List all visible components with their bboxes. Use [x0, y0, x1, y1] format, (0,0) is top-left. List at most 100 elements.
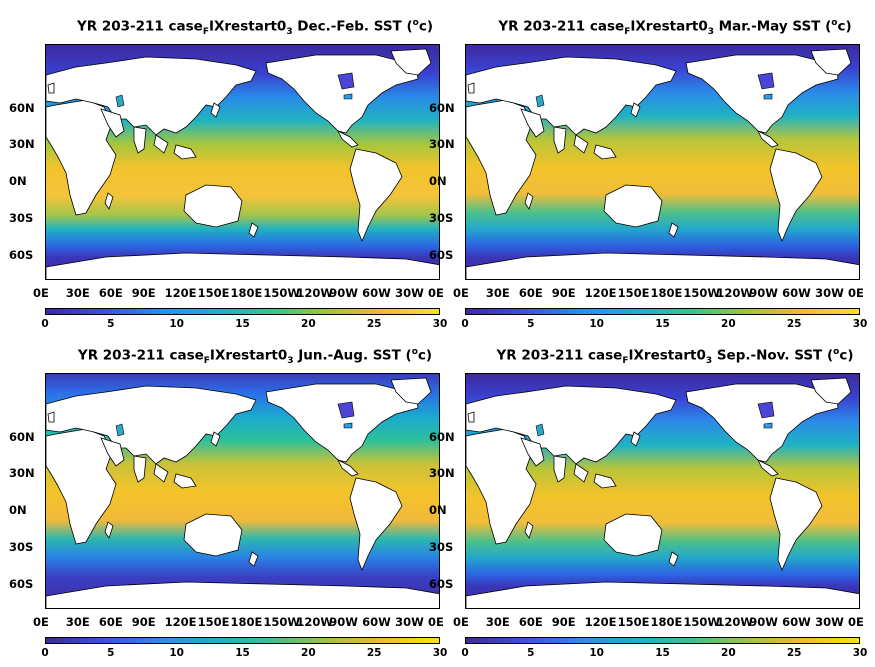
lon-label: 60W	[362, 615, 391, 629]
sst-panel-djf: YR 203-211 caseFIXrestart03 Dec.-Feb. SS…	[9, 18, 465, 338]
lon-label: 150W	[263, 286, 301, 300]
sst-field	[46, 374, 439, 608]
lon-label: 60E	[518, 615, 543, 629]
title-title-sub: F	[624, 27, 631, 38]
lat-label: 30N	[429, 466, 455, 480]
lon-label: 30E	[65, 286, 90, 300]
sst-panel-son: YR 203-211 caseFIXrestart03 Sep.-Nov. SS…	[429, 347, 875, 667]
colorbar-tick-label: 0	[41, 647, 49, 659]
lat-label: 30S	[9, 211, 34, 225]
sst-panel-mam: YR 203-211 caseFIXrestart03 Mar.-May SST…	[429, 18, 875, 338]
colorbar-tick-label: 30	[432, 318, 448, 330]
sst-map	[465, 44, 860, 280]
sea-caspian	[115, 423, 125, 437]
title-title-post: Jun.-Aug. SST (	[293, 347, 412, 364]
land-europe-asia	[466, 56, 677, 136]
colorbar-tick-label: 0	[461, 647, 469, 659]
sea-hudson	[757, 401, 775, 419]
lat-label: 60N	[9, 430, 35, 444]
colorbar-tick-label: 20	[721, 318, 736, 330]
land-madagascar	[104, 521, 114, 539]
land-uk	[467, 411, 475, 423]
lat-label: 60S	[9, 248, 34, 262]
colorbar-tick-label: 0	[461, 318, 469, 330]
sst-panel-jja: YR 203-211 caseFIXrestart03 Jun.-Aug. SS…	[9, 347, 465, 667]
land-greenland	[810, 48, 852, 76]
land-arabia-india	[100, 108, 147, 154]
title-title-sub2: 3	[286, 27, 293, 38]
lon-label: 120W	[296, 286, 334, 300]
lat-label: 60S	[429, 248, 454, 262]
colorbar-ticks: 0 5 10 15 20 25 30	[41, 318, 447, 332]
colorbar-tick-label: 30	[852, 318, 868, 330]
land-australia	[603, 513, 663, 557]
title-title-end: c)	[417, 347, 433, 364]
title-title-post: Dec.-Feb. SST (	[292, 18, 413, 35]
land-south-america	[349, 148, 403, 243]
land-europe-asia	[46, 385, 257, 465]
lon-axis: 0E 30E 60E 90E 120E 150E 180E 150W 120W 90W 60W 30W…	[33, 615, 453, 631]
title-title-sup: o	[833, 347, 840, 357]
land-se-asia	[573, 463, 617, 489]
title-title-post: Mar.-May SST (	[713, 18, 832, 35]
colorbar-tick-label: 25	[786, 318, 802, 330]
lon-label: 0E	[33, 615, 49, 629]
sea-caspian	[535, 423, 545, 437]
colorbar-tick-label: 10	[169, 647, 184, 659]
lon-label: 120W	[296, 615, 334, 629]
lon-label: 120W	[716, 286, 754, 300]
colorbar-tick-label: 15	[235, 318, 250, 330]
land-uk	[47, 82, 55, 94]
land-australia	[183, 184, 243, 228]
lon-label: 150E	[617, 286, 650, 300]
title-title-sup: o	[411, 347, 418, 357]
colorbar-tick-label: 5	[107, 647, 115, 659]
colorbar-tick-label: 5	[527, 647, 535, 659]
lon-label: 180E	[230, 615, 263, 629]
land-antarctica	[46, 581, 439, 608]
lon-label: 30E	[65, 615, 90, 629]
lon-label: 90E	[551, 615, 576, 629]
lon-label: 30W	[395, 286, 424, 300]
land-madagascar	[524, 521, 534, 539]
colorbar-tick-label: 30	[432, 647, 448, 659]
lon-label: 0E	[453, 286, 469, 300]
colorbar-tick-label: 15	[235, 647, 250, 659]
title-title-end: c)	[839, 347, 854, 364]
land-arabia-india	[520, 108, 567, 154]
lon-label: 180E	[230, 286, 263, 300]
colorbar-ticks: 0 5 10 15 20 25 30	[461, 647, 867, 661]
colorbar-tick-label: 10	[589, 318, 604, 330]
sea-great-lakes	[343, 93, 353, 100]
colorbar-tick-label: 0	[41, 318, 49, 330]
title-title-sub: F	[203, 356, 210, 367]
land-central-america	[757, 459, 779, 477]
sea-hudson	[757, 72, 775, 90]
land-se-asia	[153, 134, 197, 160]
colorbar-tick-label: 10	[589, 647, 604, 659]
colorbar-tick-label: 20	[301, 318, 316, 330]
sst-field	[466, 45, 859, 279]
lat-label: 30S	[429, 211, 454, 225]
lon-axis: 0E 30E 60E 90E 120E 150E 180E 150W 120W 90W 60W 30W…	[33, 286, 453, 302]
title-title-sub: F	[622, 356, 629, 367]
lon-label: 90E	[551, 286, 576, 300]
lon-label: 0E	[428, 286, 444, 300]
land-japan	[210, 431, 221, 447]
title-title-pre: YR 203-211 case	[76, 18, 203, 35]
lon-label: 90E	[131, 286, 156, 300]
land-new-zealand	[248, 551, 259, 567]
lon-label: 180E	[650, 615, 683, 629]
lon-label: 0E	[33, 286, 49, 300]
title-title-post: Sep.-Nov. SST (	[712, 347, 834, 364]
sea-hudson	[337, 401, 355, 419]
lat-label: 60S	[429, 577, 454, 591]
colorbar-tick-label: 25	[786, 647, 802, 659]
lat-label: 30N	[429, 137, 455, 151]
lat-label: 60N	[9, 101, 35, 115]
lon-label: 90W	[749, 615, 778, 629]
land-south-america	[349, 477, 403, 572]
lon-label: 150W	[263, 615, 301, 629]
panel-title: YR 203-211 caseFIXrestart03 Mar.-May SST…	[465, 18, 875, 40]
lon-label: 150E	[197, 615, 230, 629]
